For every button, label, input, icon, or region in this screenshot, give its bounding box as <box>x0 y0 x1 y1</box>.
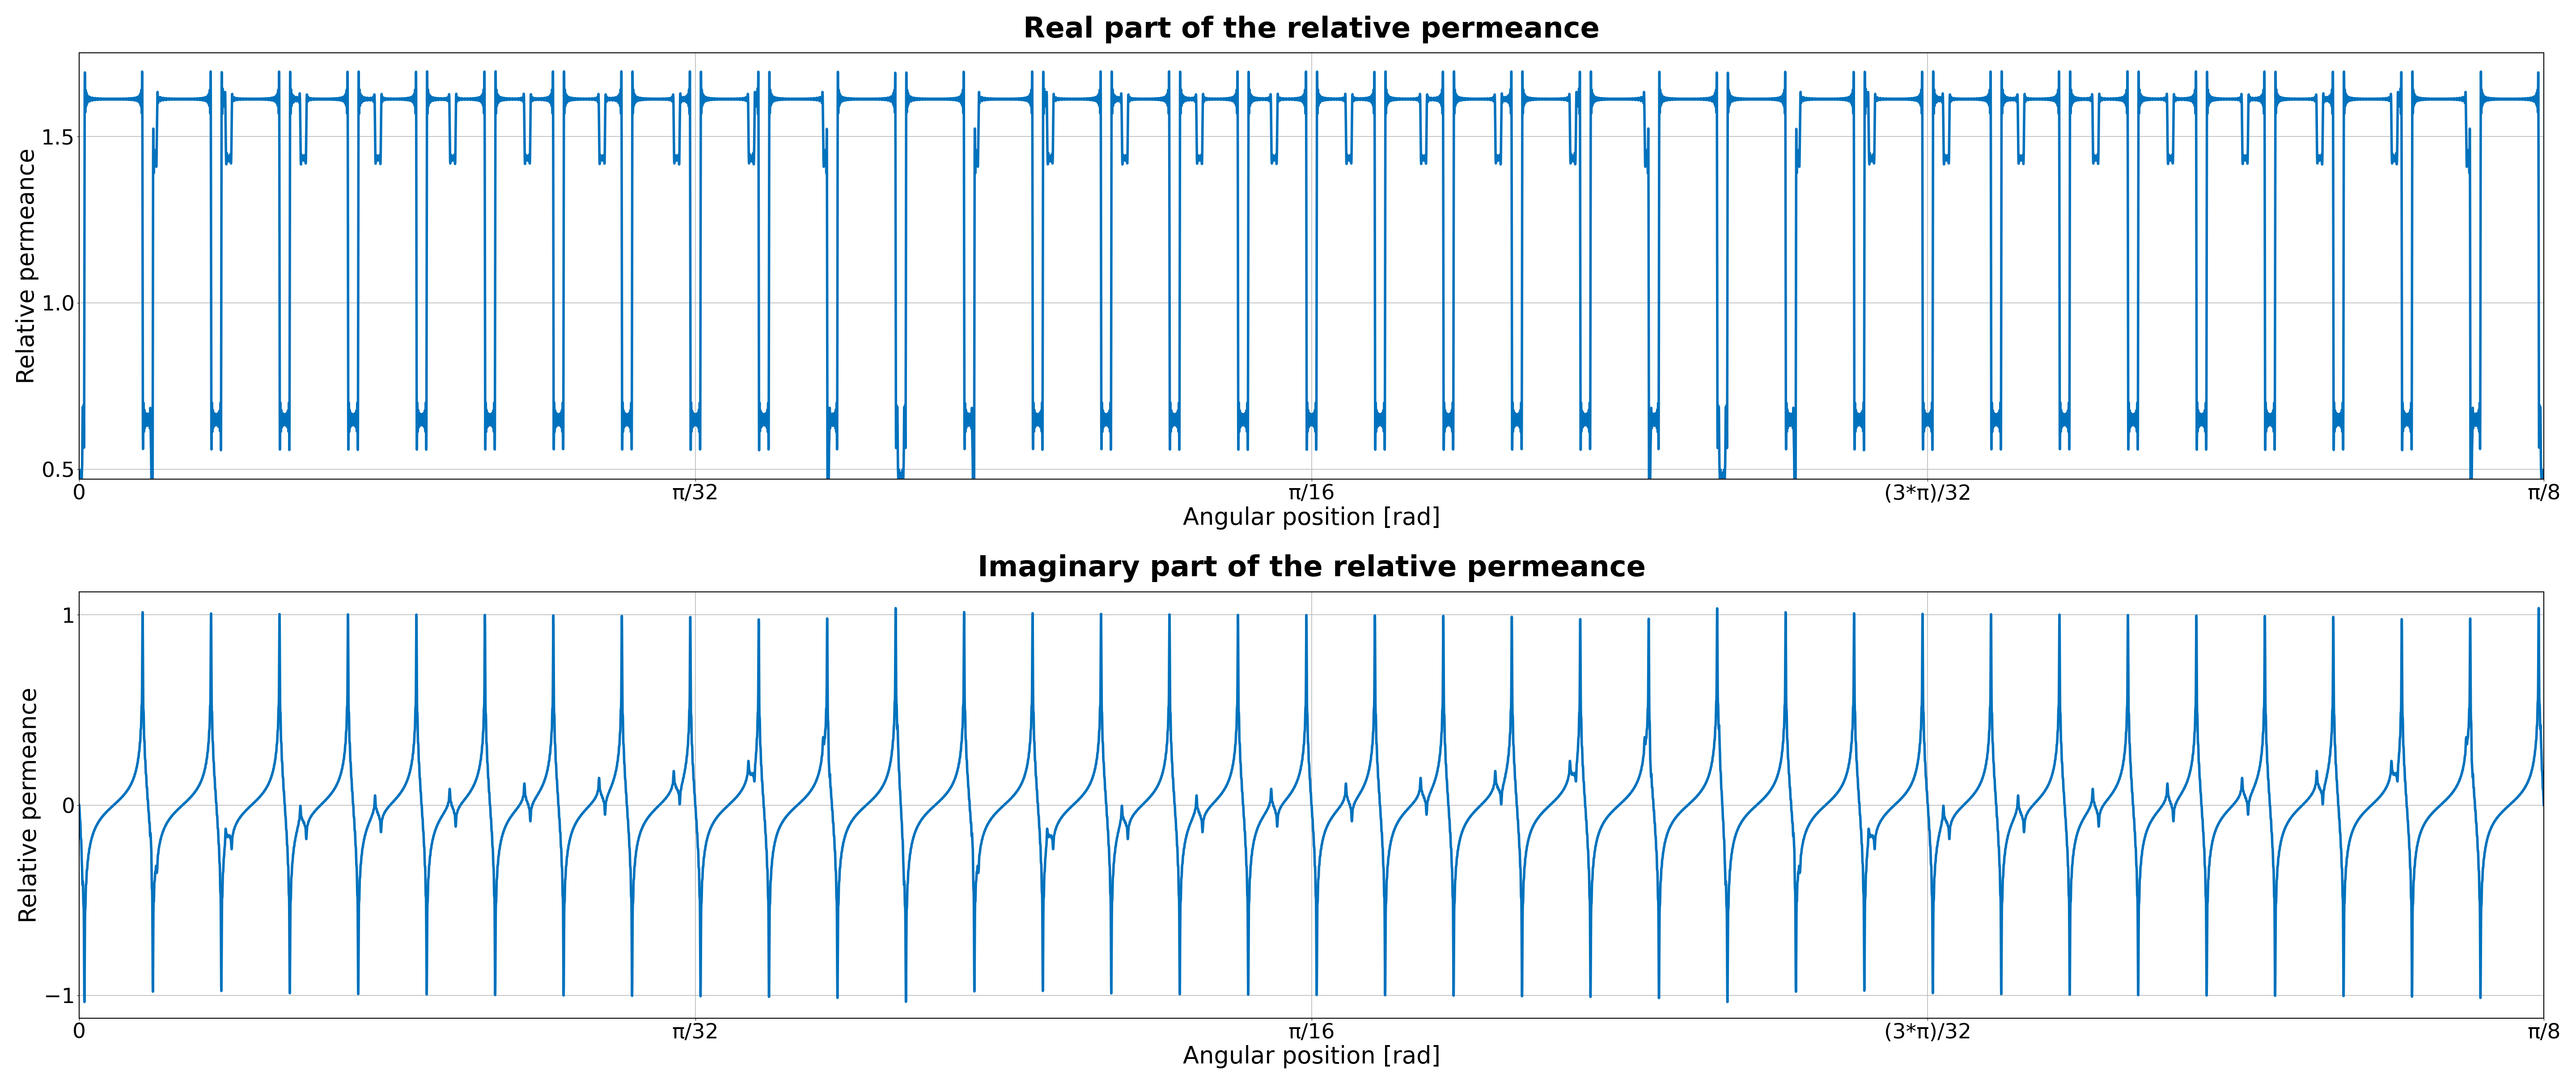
Title: Real part of the relative permeance: Real part of the relative permeance <box>1023 15 1600 43</box>
Y-axis label: Relative permeance: Relative permeance <box>18 687 41 922</box>
Y-axis label: Relative permeance: Relative permeance <box>15 149 39 384</box>
X-axis label: Angular position [rad]: Angular position [rad] <box>1182 506 1440 530</box>
Title: Imaginary part of the relative permeance: Imaginary part of the relative permeance <box>976 554 1646 582</box>
X-axis label: Angular position [rad]: Angular position [rad] <box>1182 1045 1440 1069</box>
